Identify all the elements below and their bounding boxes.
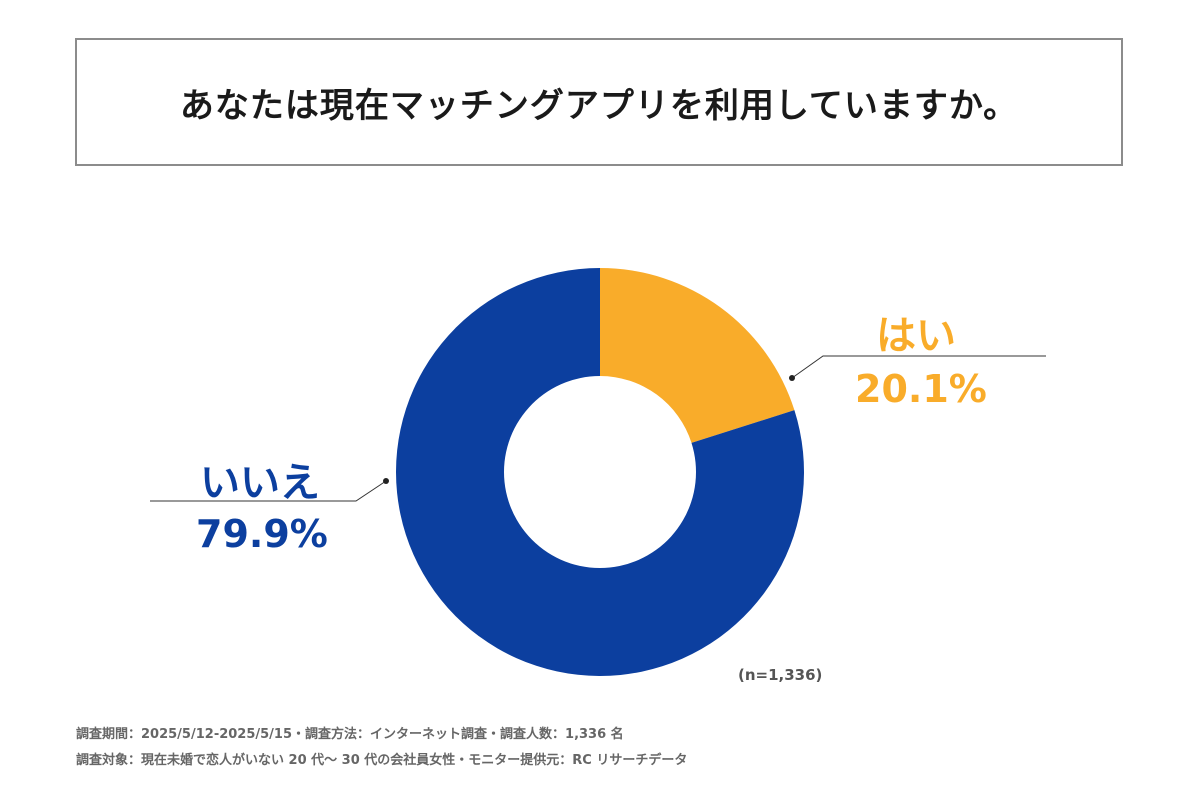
slice-label-no: いいえ xyxy=(200,460,320,506)
slice-value-yes: 20.1% xyxy=(855,367,987,411)
leader-line-yes-dot xyxy=(789,375,795,381)
leader-line-no xyxy=(150,480,387,502)
leader-line-no-dot xyxy=(383,478,389,484)
chart-title: あなたは現在マッチングアプリを利用していますか。 xyxy=(179,85,1019,126)
footnote-survey-period: 調査期間：2025/5/12-2025/5/15・調査方法：インターネット調査・… xyxy=(76,727,624,742)
slice-label-yes: はい xyxy=(876,313,956,359)
sample-size: (n=1,336) xyxy=(738,666,823,684)
donut-slice-no xyxy=(396,268,804,677)
slice-value-no: 79.9% xyxy=(196,512,328,556)
leader-line-yes xyxy=(791,355,1046,379)
title-box: あなたは現在マッチングアプリを利用していますか。 xyxy=(75,38,1123,166)
donut-slice-yes xyxy=(600,268,795,443)
footnote-survey-target: 調査対象：現在未婚で恋人がいない 20 代〜 30 代の会社員女性・モニター提供… xyxy=(76,753,688,768)
